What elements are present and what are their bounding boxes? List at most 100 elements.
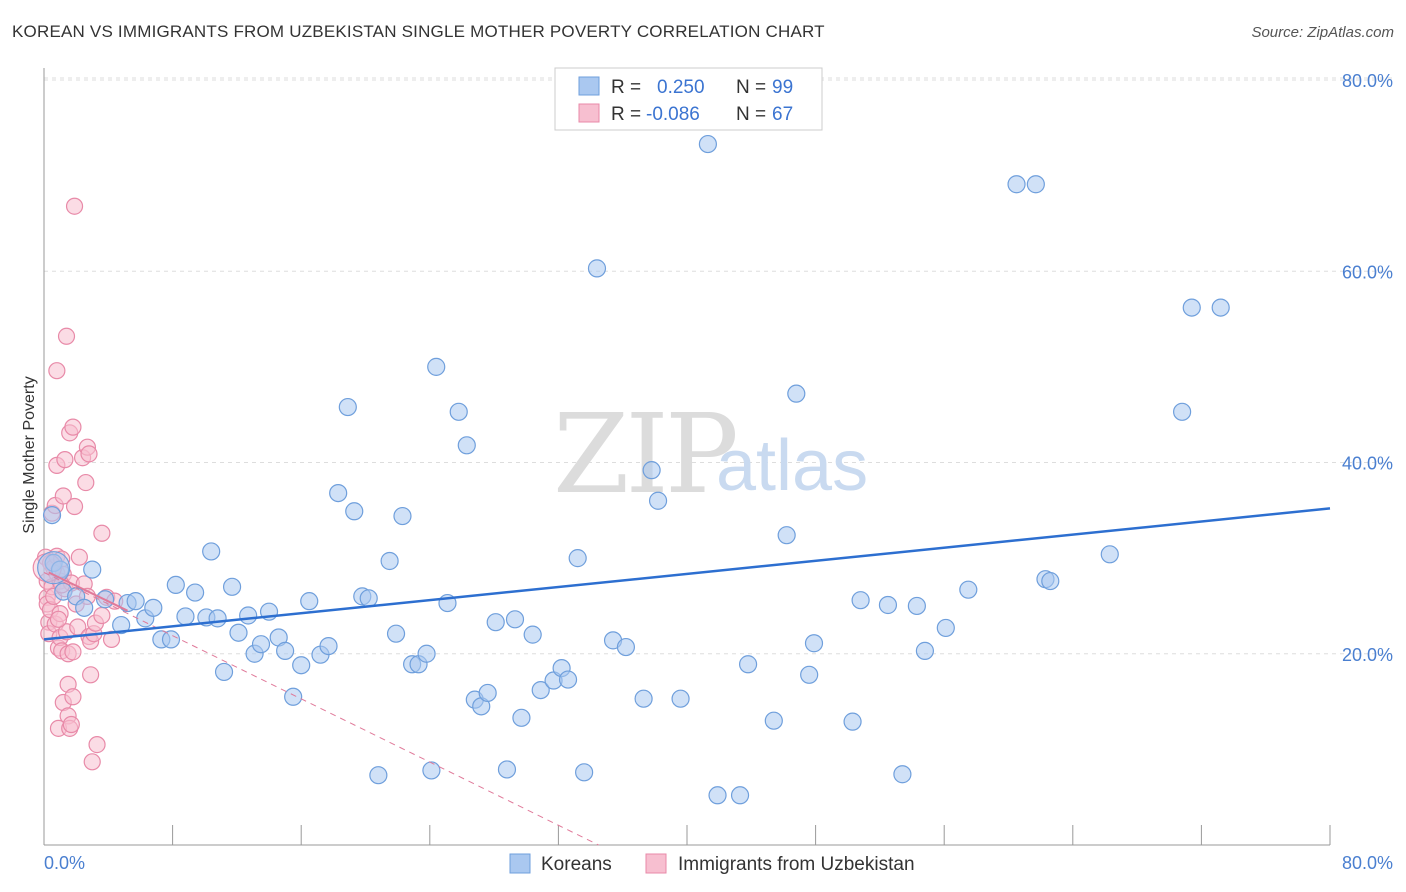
korean-point xyxy=(1173,402,1192,421)
koreans-trend-line xyxy=(43,507,1331,641)
y-tick-label: 20.0% xyxy=(1342,645,1393,665)
korean-point xyxy=(427,357,446,376)
grid-lines xyxy=(44,77,1393,655)
legend-swatch-uzbek xyxy=(578,103,600,123)
korean-point xyxy=(708,786,727,805)
x-ticks xyxy=(43,825,1331,845)
korean-point xyxy=(512,708,531,727)
korean-point xyxy=(202,542,221,561)
legend-r-label-koreans: R = xyxy=(611,77,641,98)
korean-point xyxy=(42,505,62,525)
korean-point xyxy=(186,583,205,602)
y-tick-label: 80.0% xyxy=(1342,71,1393,91)
korean-point xyxy=(393,506,412,526)
korean-point xyxy=(698,134,717,154)
uzbek-point xyxy=(88,735,106,754)
korean-point xyxy=(915,641,935,660)
koreans-series xyxy=(37,134,1230,805)
korean-point xyxy=(959,580,978,599)
korean-point xyxy=(616,637,636,657)
korean-point xyxy=(1026,175,1045,194)
korean-point xyxy=(284,687,303,706)
uzbek-point xyxy=(56,451,74,469)
korean-point xyxy=(144,598,163,617)
legend-box: R = 0.250 N = 99 R = -0.086 N = 67 xyxy=(554,67,823,131)
korean-point xyxy=(1007,175,1026,194)
chart-title: KOREAN VS IMMIGRANTS FROM UZBEKISTAN SIN… xyxy=(12,22,825,41)
korean-point xyxy=(777,526,796,545)
korean-point xyxy=(222,577,242,596)
korean-point xyxy=(214,662,234,682)
legend-n-label-koreans: N = xyxy=(736,77,766,98)
korean-point xyxy=(787,384,806,403)
korean-point xyxy=(878,595,898,615)
korean-point xyxy=(575,763,594,782)
uzbek-point xyxy=(62,715,80,734)
korean-point xyxy=(386,624,406,643)
korean-point xyxy=(738,655,758,674)
korean-point xyxy=(587,259,607,278)
uzbek-point xyxy=(70,548,88,566)
y-tick-labels: 20.0% 40.0% 60.0% 80.0% xyxy=(1342,71,1393,665)
korean-point xyxy=(75,598,94,617)
korean-point xyxy=(893,765,912,784)
korean-point xyxy=(112,615,131,635)
uzbek-point xyxy=(82,666,100,684)
korean-point xyxy=(176,607,195,626)
korean-point xyxy=(251,635,271,654)
korean-point xyxy=(449,402,468,421)
korean-point xyxy=(843,712,862,731)
korean-point xyxy=(634,689,653,708)
legend-n-value-uzbek: 67 xyxy=(772,104,793,125)
korean-point xyxy=(907,596,926,616)
korean-point xyxy=(764,711,783,730)
korean-point xyxy=(505,610,525,629)
korean-point xyxy=(276,641,295,660)
korean-point xyxy=(523,625,542,644)
korean-point xyxy=(239,606,258,625)
watermark: ZIP atlas xyxy=(553,390,868,518)
korean-point xyxy=(457,436,476,455)
legend-swatch-koreans xyxy=(578,76,600,96)
uzbek-series xyxy=(32,197,124,771)
uzbek-point xyxy=(49,610,68,628)
korean-point xyxy=(292,656,311,675)
uzbek-point xyxy=(64,418,82,436)
korean-point xyxy=(166,575,185,595)
korean-point xyxy=(936,618,955,638)
korean-point xyxy=(642,461,661,480)
uzbek-trend-line xyxy=(43,572,599,846)
uzbek-point xyxy=(93,606,111,625)
korean-point xyxy=(380,551,399,571)
uzbek-point xyxy=(83,753,101,771)
uzbek-point xyxy=(54,487,72,505)
korean-point xyxy=(319,636,338,656)
korean-point xyxy=(208,609,227,628)
uzbek-point xyxy=(48,362,66,380)
korean-point xyxy=(359,589,378,608)
x-tick-label-max: 80.0% xyxy=(1342,853,1393,873)
korean-point xyxy=(345,502,364,521)
uzbek-point xyxy=(57,327,76,345)
legend-n-label-uzbek: N = xyxy=(736,104,766,125)
korean-point xyxy=(800,665,819,684)
korean-point xyxy=(126,592,145,611)
korean-point xyxy=(229,623,248,642)
bottom-legend-label-koreans: Koreans xyxy=(541,854,612,875)
korean-point xyxy=(37,551,71,585)
korean-point xyxy=(568,549,587,568)
uzbek-point xyxy=(77,473,95,492)
watermark-atlas: atlas xyxy=(716,426,868,506)
korean-point xyxy=(671,689,690,708)
legend-r-value-uzbek: -0.086 xyxy=(646,104,700,125)
y-tick-label: 40.0% xyxy=(1342,454,1393,474)
korean-point xyxy=(497,760,517,779)
korean-point xyxy=(478,683,497,703)
korean-point xyxy=(558,670,578,689)
uzbek-point xyxy=(64,643,82,661)
korean-point xyxy=(300,592,319,611)
korean-point xyxy=(851,591,870,610)
korean-point xyxy=(1182,298,1201,317)
korean-point xyxy=(329,484,348,503)
